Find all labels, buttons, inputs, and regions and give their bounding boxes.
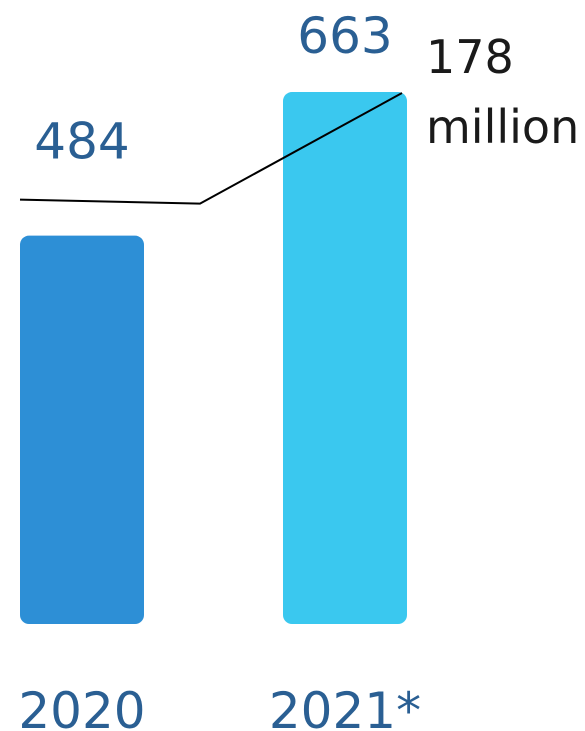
value-label-2020: 484 [34,113,129,171]
category-labels-group: 2020 2021* [18,682,421,731]
value-labels-group: 484 663 [34,7,392,171]
bars-group [20,92,407,625]
difference-annotation-unit: million [426,100,579,154]
bar-2020 [20,235,144,624]
value-label-2021: 663 [297,7,392,65]
category-label-2021: 2021* [269,682,421,731]
difference-connector-line [19,92,403,205]
category-label-2020: 2020 [18,682,145,731]
difference-annotation-value: 178 [426,30,514,84]
bar-2021 [283,92,407,625]
